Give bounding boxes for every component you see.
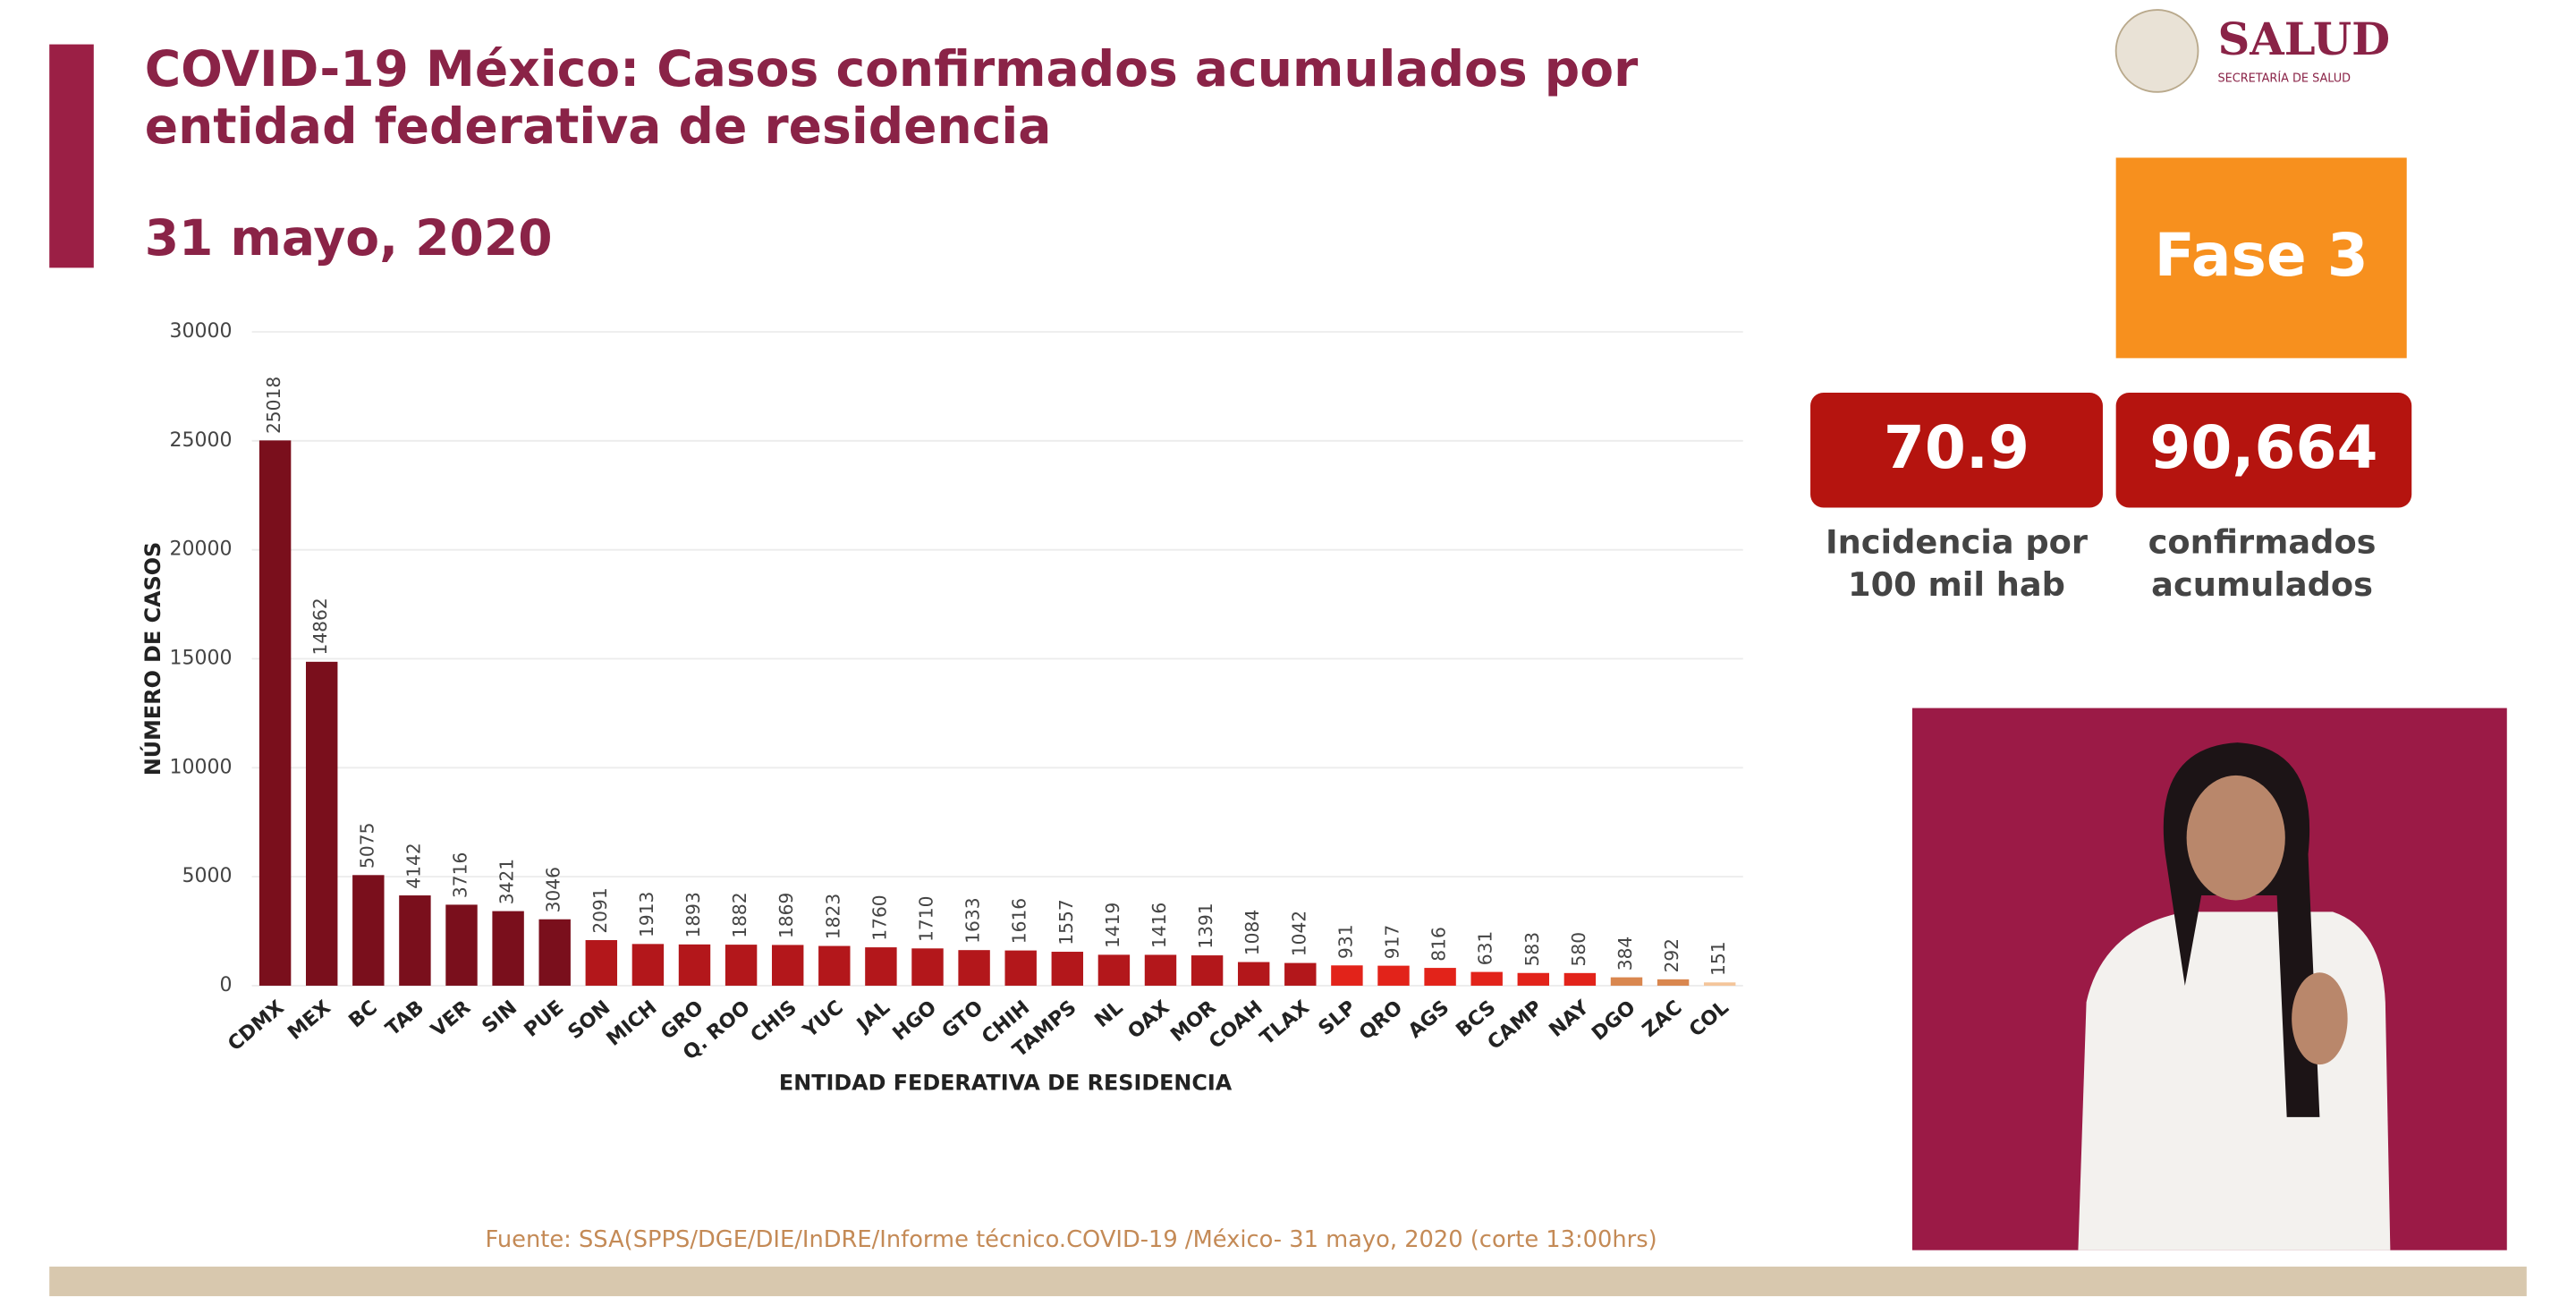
bar bbox=[492, 911, 524, 986]
bar bbox=[399, 895, 431, 986]
interpreter-video bbox=[1911, 708, 2507, 1250]
value-label: 1633 bbox=[962, 897, 984, 943]
bar bbox=[1517, 972, 1550, 986]
confirmed-value: 90,664 bbox=[2149, 413, 2377, 482]
bar bbox=[1703, 982, 1736, 986]
value-label: 384 bbox=[1614, 937, 1636, 971]
value-label: 1616 bbox=[1009, 898, 1030, 944]
bar bbox=[585, 940, 618, 986]
footer-band bbox=[49, 1267, 2527, 1297]
y-tick-label: 0 bbox=[220, 974, 233, 996]
value-label: 816 bbox=[1428, 927, 1450, 962]
value-label: 1882 bbox=[729, 892, 750, 937]
value-label: 3421 bbox=[496, 859, 518, 904]
y-tick-label: 5000 bbox=[182, 865, 232, 887]
x-axis-label: ENTIDAD FEDERATIVA DE RESIDENCIA bbox=[779, 1071, 1233, 1096]
person-face bbox=[2186, 775, 2285, 901]
y-tick-label: 15000 bbox=[169, 647, 232, 669]
value-label: 3046 bbox=[543, 867, 564, 912]
bar bbox=[538, 919, 571, 986]
y-tick-label: 20000 bbox=[169, 538, 232, 561]
value-label: 1913 bbox=[636, 892, 657, 937]
logo-name: SALUD bbox=[2218, 13, 2391, 65]
bar bbox=[865, 947, 897, 986]
incidence-caption: 100 mil hab bbox=[1848, 565, 2065, 604]
phase-box bbox=[2115, 157, 2407, 359]
y-tick-label: 10000 bbox=[169, 756, 232, 778]
source-note: Fuente: SSA(SPPS/DGE/DIE/InDRE/Informe t… bbox=[485, 1226, 1657, 1253]
value-label: 3716 bbox=[450, 852, 471, 898]
value-label: 1760 bbox=[869, 894, 890, 940]
value-label: 1416 bbox=[1148, 903, 1170, 948]
bar bbox=[771, 945, 804, 986]
value-label: 2091 bbox=[589, 887, 611, 933]
confirmed-box bbox=[2115, 392, 2412, 508]
bar bbox=[724, 945, 758, 986]
bar bbox=[1470, 971, 1503, 986]
value-label: 1419 bbox=[1102, 903, 1123, 948]
bar bbox=[1051, 952, 1084, 986]
value-label: 1084 bbox=[1241, 910, 1263, 955]
chart-title: entidad federativa de residencia bbox=[145, 97, 1052, 155]
bar bbox=[1377, 965, 1410, 986]
value-label: 151 bbox=[1707, 941, 1729, 976]
person-body bbox=[2078, 911, 2391, 1250]
bar bbox=[911, 948, 944, 986]
logo-emblem bbox=[2114, 9, 2199, 93]
value-label: 583 bbox=[1521, 932, 1543, 967]
bar bbox=[1610, 977, 1643, 986]
bar bbox=[1004, 950, 1037, 986]
bar bbox=[1144, 954, 1177, 986]
bar bbox=[258, 440, 292, 986]
incidence-caption: Incidencia por bbox=[1826, 522, 2088, 561]
bar bbox=[1563, 972, 1597, 986]
value-label: 14862 bbox=[309, 598, 331, 655]
value-label: 580 bbox=[1568, 932, 1589, 967]
value-label: 5075 bbox=[356, 823, 377, 869]
confirmed-caption: acumulados bbox=[2151, 565, 2373, 604]
incidence-value: 70.9 bbox=[1884, 413, 2029, 482]
value-label: 4142 bbox=[402, 843, 424, 888]
bar bbox=[305, 661, 338, 986]
phase-label: Fase 3 bbox=[2155, 221, 2368, 290]
bar bbox=[818, 945, 851, 986]
bar-chart: 0 5000 10000 15000 20000 25000 30000 NÚMERO DE … bbox=[140, 320, 1743, 1096]
value-label: 1391 bbox=[1195, 903, 1216, 948]
bar bbox=[352, 875, 385, 986]
chart-title: COVID-19 México: Casos confirmados acumu… bbox=[145, 40, 1639, 97]
bar bbox=[1657, 979, 1690, 986]
bar bbox=[1424, 968, 1456, 986]
confirmed-caption: confirmados bbox=[2148, 522, 2377, 561]
y-tick-label: 25000 bbox=[169, 429, 232, 452]
value-label: 1823 bbox=[822, 894, 843, 939]
incidence-box bbox=[1810, 392, 2103, 508]
value-label: 1557 bbox=[1055, 899, 1077, 945]
y-axis-label: NÚMERO DE CASOS bbox=[140, 542, 165, 776]
value-label: 917 bbox=[1381, 925, 1402, 960]
bar bbox=[1284, 962, 1317, 986]
bar bbox=[678, 944, 711, 986]
bar bbox=[958, 950, 990, 986]
value-label: 631 bbox=[1475, 931, 1496, 966]
bar bbox=[1237, 962, 1270, 986]
value-label: 25018 bbox=[263, 377, 284, 434]
bar bbox=[1331, 965, 1363, 986]
value-label: 1869 bbox=[775, 893, 797, 938]
value-label: 1710 bbox=[916, 896, 937, 942]
value-label: 1042 bbox=[1288, 911, 1309, 956]
logo-subname: SECRETARÍA DE SALUD bbox=[2218, 72, 2351, 86]
y-tick-label: 30000 bbox=[169, 320, 232, 343]
bar bbox=[1097, 954, 1131, 986]
accent-bar bbox=[49, 44, 94, 268]
bar bbox=[1191, 955, 1224, 986]
chart-subtitle: 31 mayo, 2020 bbox=[145, 209, 553, 267]
bar bbox=[631, 944, 665, 986]
value-label: 292 bbox=[1661, 938, 1682, 973]
value-label: 931 bbox=[1335, 924, 1356, 959]
person-hand bbox=[2292, 972, 2348, 1065]
bar bbox=[445, 904, 478, 986]
value-label: 1893 bbox=[682, 892, 704, 937]
